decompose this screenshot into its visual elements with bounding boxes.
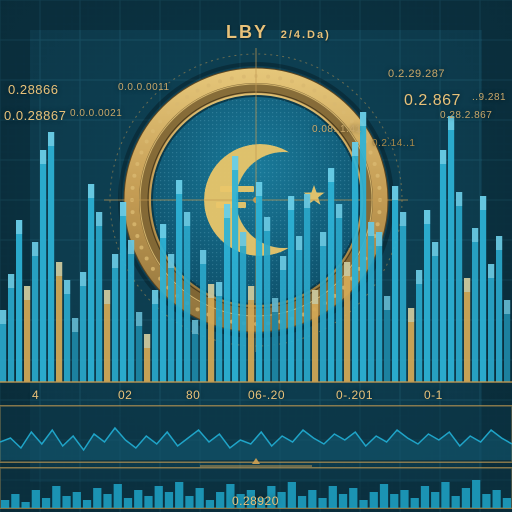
price-label: 4	[32, 388, 39, 402]
price-label: 0.28920	[232, 494, 279, 508]
ticker-title: LBY 2/4.Da)	[226, 22, 331, 43]
price-label: ..9.281	[472, 92, 506, 103]
price-label: 06-.20	[248, 388, 285, 402]
price-label: 0-.201	[336, 388, 373, 402]
price-label: 80	[186, 388, 200, 402]
price-label: 0-1	[424, 388, 443, 402]
price-label: 0.2.29.287	[388, 68, 445, 80]
price-label: 02	[118, 388, 132, 402]
price-label: 0.0.0.0021	[70, 108, 122, 119]
price-label: 0.2.867	[404, 92, 461, 110]
currency-chart-panel: LBY 2/4.Da) 0.28866 0.0.28867 0.0.0.0021 0.…	[0, 0, 512, 512]
ticker-symbol: LBY	[226, 22, 268, 42]
price-label: 0.0.28867	[4, 108, 66, 123]
price-label: 0.28866	[8, 82, 59, 97]
price-label: 0.0.0.0011	[118, 82, 170, 93]
price-label: 0.2.14..1	[372, 138, 415, 149]
price-label: 0.28.2.867	[440, 110, 492, 121]
price-label: 0.08..1.41	[312, 124, 361, 135]
ticker-sub: 2/4.Da)	[281, 29, 331, 41]
